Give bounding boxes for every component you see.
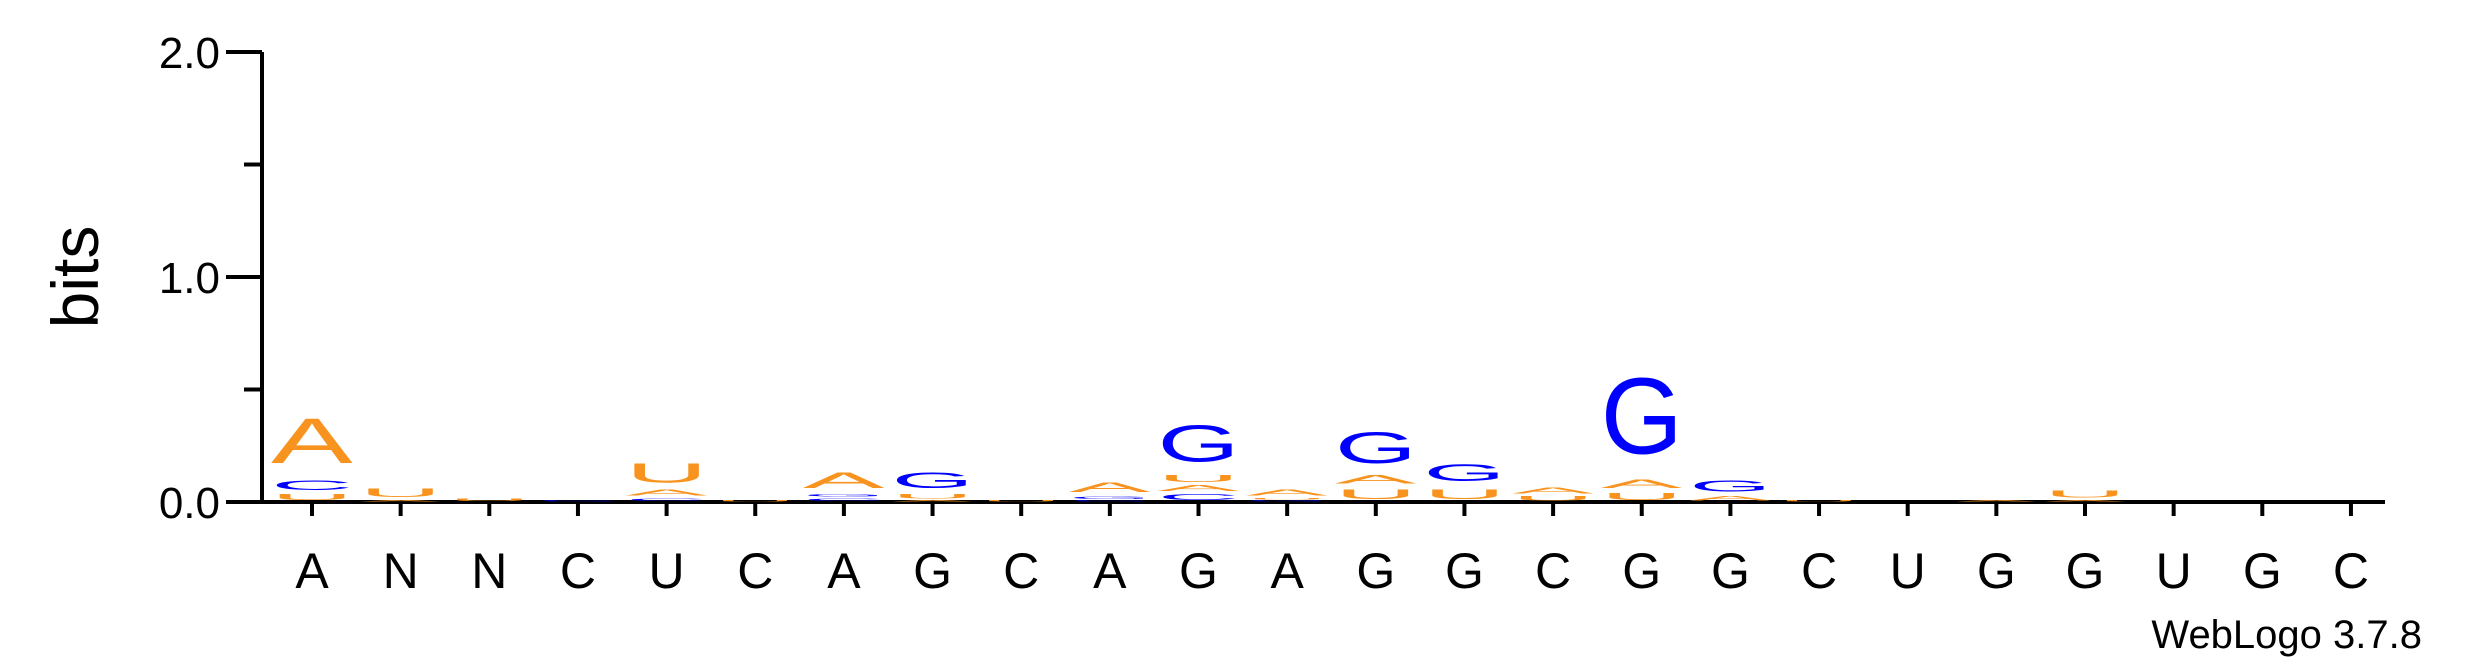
- y-axis: 0.0 1.0 2.0: [159, 29, 264, 528]
- logo-letter-a: A: [1955, 500, 2037, 502]
- position-label: U: [649, 543, 685, 599]
- y-ticks: 0.0 1.0 2.0: [159, 29, 262, 528]
- position-label: C: [1535, 543, 1571, 599]
- logo-letter-u: U: [1246, 498, 1328, 500]
- logo-letter-u: U: [1423, 486, 1505, 502]
- position-label: C: [2333, 543, 2369, 599]
- logo-letter-a: A: [892, 500, 974, 502]
- logo-letter-c: C: [1158, 493, 1240, 502]
- logo-letter-c: C: [1069, 500, 1151, 502]
- logo-letter-a: A: [360, 500, 442, 502]
- y-axis-label: bits: [38, 226, 112, 329]
- logo-letter-a: A: [1335, 473, 1417, 486]
- position-label: G: [913, 543, 952, 599]
- logo-letter-c: C: [537, 500, 619, 502]
- x-ticks: [310, 502, 2353, 516]
- position-label: A: [827, 543, 861, 599]
- logo-letter-u: U: [1512, 495, 1594, 502]
- position-label: G: [1711, 543, 1750, 599]
- logo-letter-g: G: [1423, 460, 1505, 487]
- position-label: N: [383, 543, 419, 599]
- logo-letter-u: U: [1601, 491, 1683, 502]
- logo-letter-g: G: [1689, 477, 1771, 495]
- logo-letter-a: A: [1246, 489, 1328, 498]
- position-label: C: [1003, 543, 1039, 599]
- position-label: G: [1356, 543, 1395, 599]
- logo-letter-a: A: [2044, 500, 2126, 502]
- logo-letter-u: U: [2044, 489, 2126, 500]
- y-tick-label: 1.0: [159, 254, 220, 303]
- logo-letter-u: U: [626, 457, 708, 489]
- logo-letter-u: U: [360, 486, 442, 499]
- logo-letter-g: G: [1246, 500, 1328, 502]
- weblogo-credit: WebLogo 3.7.8: [2151, 613, 2422, 657]
- logo-letter-a: A: [1158, 484, 1240, 493]
- position-label: A: [1270, 543, 1304, 599]
- position-label: G: [2243, 543, 2282, 599]
- logo-letter-a: A: [1601, 477, 1683, 490]
- logo-letter-a: A: [271, 405, 353, 477]
- position-label: A: [1093, 543, 1127, 599]
- logo-letter-a: A: [803, 468, 885, 493]
- logo-letter-u: U: [271, 493, 353, 502]
- position-label: G: [1977, 543, 2016, 599]
- logo-letter-c: C: [271, 477, 353, 493]
- logo-letter-u: U: [892, 493, 974, 500]
- position-label: C: [560, 543, 596, 599]
- position-label: G: [1445, 543, 1484, 599]
- position-label: A: [295, 543, 329, 599]
- logo-letter-u: U: [714, 500, 796, 502]
- logo-letter-u: U: [1158, 473, 1240, 484]
- logo-letter-u: U: [448, 498, 530, 503]
- logo-letter-g: G: [1335, 424, 1417, 473]
- logo-letter-c: C: [803, 498, 885, 503]
- logo-letter-g: G: [1601, 355, 1683, 477]
- position-label: U: [1890, 543, 1926, 599]
- position-label: C: [1801, 543, 1837, 599]
- position-label: U: [2156, 543, 2192, 599]
- logo-letter-u: U: [1335, 486, 1417, 502]
- position-label: G: [2066, 543, 2105, 599]
- logo-letter-a: A: [1512, 486, 1594, 495]
- logo-letter-u: U: [1778, 500, 1860, 502]
- logo-letter-u: U: [980, 500, 1062, 502]
- y-tick-label: 0.0: [159, 479, 220, 528]
- logo-letter-g: G: [1069, 495, 1151, 500]
- position-label: C: [737, 543, 773, 599]
- logo-letter-c: C: [626, 498, 708, 503]
- logo-letter-a: A: [626, 489, 708, 498]
- logo-letter-g: G: [803, 493, 885, 498]
- y-tick-label: 2.0: [159, 29, 220, 78]
- position-label: N: [471, 543, 507, 599]
- position-label: G: [1622, 543, 1661, 599]
- logo-letter-g: G: [1158, 414, 1240, 472]
- logo-letter-g: G: [892, 468, 974, 493]
- position-label: G: [1179, 543, 1218, 599]
- logo-letter-a: A: [1069, 480, 1151, 496]
- logo-letter-a: A: [1689, 495, 1771, 502]
